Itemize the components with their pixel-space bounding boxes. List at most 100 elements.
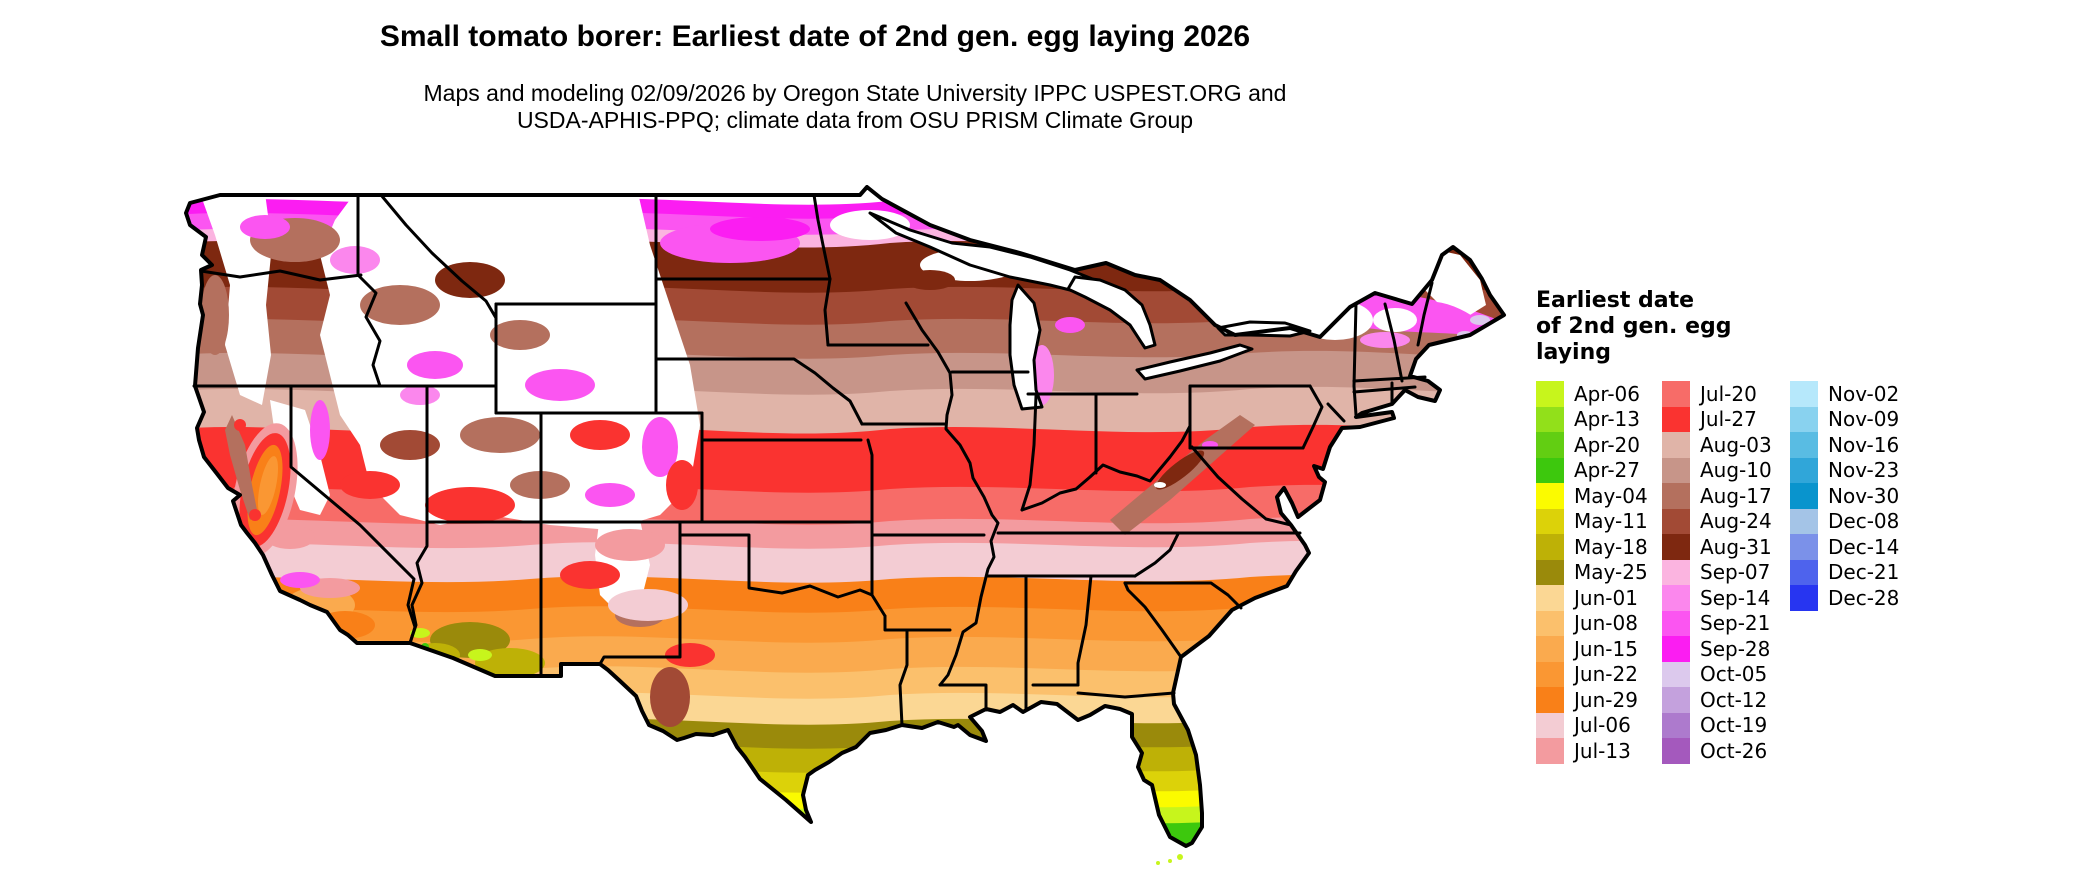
- legend-item: Dec-08: [1790, 508, 1922, 534]
- legend-swatch: [1662, 381, 1690, 407]
- legend-swatch: [1662, 712, 1690, 738]
- legend-swatch: [1662, 432, 1690, 458]
- legend-swatch: [1790, 381, 1818, 407]
- legend-item: Apr-13: [1536, 406, 1662, 432]
- legend-item: Jul-20: [1662, 381, 1790, 407]
- legend-item: Jun-15: [1536, 636, 1662, 662]
- legend-item: Nov-30: [1790, 483, 1922, 509]
- legend-label: Sep-07: [1700, 560, 1771, 585]
- legend-swatch: [1662, 636, 1690, 662]
- legend-label: May-25: [1574, 560, 1648, 585]
- lake-huron: [1066, 275, 1157, 350]
- legend-swatch: [1790, 508, 1818, 534]
- legend-item: Oct-12: [1662, 687, 1790, 713]
- legend-item: Aug-10: [1662, 457, 1790, 483]
- legend-swatch: [1536, 610, 1564, 636]
- legend-item: Dec-14: [1790, 534, 1922, 560]
- legend-item: May-25: [1536, 559, 1662, 585]
- legend-item: May-18: [1536, 534, 1662, 560]
- lake-michigan: [1008, 283, 1044, 411]
- legend-label: May-04: [1574, 483, 1648, 508]
- legend-item: Dec-28: [1790, 585, 1922, 611]
- lake-erie: [1135, 343, 1254, 381]
- us-map-svg: [184, 185, 1506, 865]
- legend-title: Earliest date of 2nd gen. egg laying: [1536, 288, 1936, 366]
- legend-label: Apr-20: [1574, 432, 1640, 457]
- legend-title-line-3: laying: [1536, 340, 1612, 365]
- legend-label: Apr-27: [1574, 458, 1640, 483]
- legend-item: Sep-21: [1662, 610, 1790, 636]
- florida-keys: [1156, 854, 1183, 865]
- legend-item: May-04: [1536, 483, 1662, 509]
- legend-label: Oct-19: [1700, 713, 1768, 738]
- legend-swatch: [1790, 432, 1818, 458]
- legend-swatch: [1536, 432, 1564, 458]
- legend-label: Nov-02: [1828, 381, 1900, 406]
- legend-swatch: [1662, 738, 1690, 764]
- legend-label: Jun-01: [1574, 585, 1638, 610]
- legend-item: Sep-07: [1662, 559, 1790, 585]
- legend-swatch: [1662, 508, 1690, 534]
- legend-label: Dec-08: [1828, 509, 1900, 534]
- legend-label: Aug-17: [1700, 483, 1772, 508]
- legend-label: May-18: [1574, 534, 1648, 559]
- legend-item: May-11: [1536, 508, 1662, 534]
- legend-swatch: [1662, 687, 1690, 713]
- legend-title-line-1: Earliest date: [1536, 288, 1695, 313]
- legend-swatch: [1536, 687, 1564, 713]
- legend-label: Dec-14: [1828, 534, 1900, 559]
- state-borders: [192, 193, 1434, 727]
- legend-item: Jun-01: [1536, 585, 1662, 611]
- legend-item: Dec-21: [1790, 559, 1922, 585]
- legend-swatch: [1662, 559, 1690, 585]
- legend-swatch: [1536, 406, 1564, 432]
- legend-item: Aug-31: [1662, 534, 1790, 560]
- legend-label: Sep-21: [1700, 611, 1771, 636]
- legend-swatch: [1662, 457, 1690, 483]
- legend-label: Nov-09: [1828, 407, 1900, 432]
- legend-label: May-11: [1574, 509, 1648, 534]
- legend-item: Aug-24: [1662, 508, 1790, 534]
- legend-swatch: [1662, 406, 1690, 432]
- subtitle-line-1: Maps and modeling 02/09/2026 by Oregon S…: [423, 80, 1287, 106]
- legend-item: Oct-19: [1662, 712, 1790, 738]
- legend-label: Sep-14: [1700, 585, 1771, 610]
- legend-swatch: [1536, 559, 1564, 585]
- legend-label: Jun-29: [1574, 687, 1638, 712]
- legend-item: Nov-16: [1790, 432, 1922, 458]
- legend-label: Aug-03: [1700, 432, 1772, 457]
- legend-item: Apr-06: [1536, 381, 1662, 407]
- legend-swatch: [1536, 636, 1564, 662]
- legend-item: Apr-20: [1536, 432, 1662, 458]
- legend-swatch: [1536, 534, 1564, 560]
- legend-item: Jun-08: [1536, 610, 1662, 636]
- legend-columns: Apr-06 Apr-13 Apr-20 Apr-27 May-04 May-11 May-…: [1536, 381, 1936, 764]
- legend-item: Jun-22: [1536, 661, 1662, 687]
- legend-label: Jul-13: [1574, 738, 1631, 763]
- legend-swatch: [1536, 738, 1564, 764]
- legend-label: Nov-16: [1828, 432, 1900, 457]
- legend-item: Nov-09: [1790, 406, 1922, 432]
- legend-label: Nov-23: [1828, 458, 1900, 483]
- great-lakes: [868, 211, 1312, 411]
- legend-item: Oct-26: [1662, 738, 1790, 764]
- legend-title-line-2: of 2nd gen. egg: [1536, 314, 1732, 339]
- legend-label: Nov-30: [1828, 483, 1900, 508]
- legend-swatch: [1536, 483, 1564, 509]
- legend-swatch: [1790, 585, 1818, 611]
- legend-swatch: [1790, 406, 1818, 432]
- legend-item: Nov-23: [1790, 457, 1922, 483]
- legend-label: Jun-15: [1574, 636, 1638, 661]
- legend-item: Jun-29: [1536, 687, 1662, 713]
- legend-item: Jul-27: [1662, 406, 1790, 432]
- legend-column-3: Nov-02 Nov-09 Nov-16 Nov-23 Nov-30 Dec-08 Dec-…: [1790, 381, 1922, 611]
- legend-swatch: [1536, 661, 1564, 687]
- page-subtitle: Maps and modeling 02/09/2026 by Oregon S…: [170, 80, 1540, 134]
- legend-item: Oct-05: [1662, 661, 1790, 687]
- legend-swatch: [1536, 585, 1564, 611]
- legend-item: Aug-03: [1662, 432, 1790, 458]
- legend-item: Aug-17: [1662, 483, 1790, 509]
- legend-label: Oct-05: [1700, 662, 1768, 687]
- legend-item: Jul-06: [1536, 712, 1662, 738]
